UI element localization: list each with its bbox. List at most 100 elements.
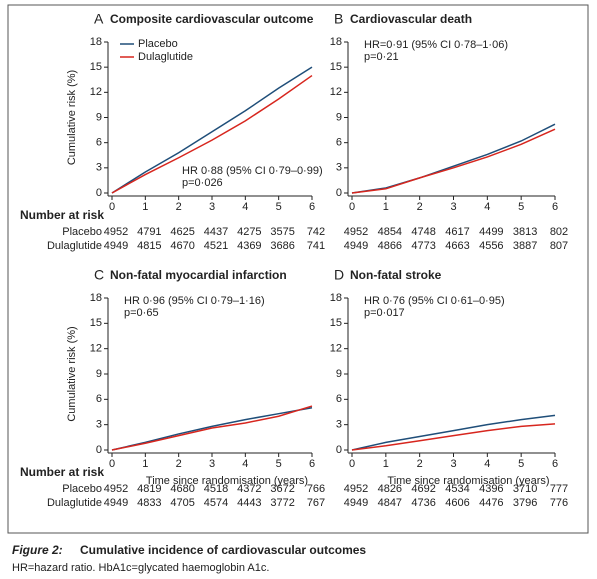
annotation: p=0·017 xyxy=(364,307,405,319)
panel-title: Non-fatal stroke xyxy=(350,268,442,282)
panel-title: Non-fatal myocardial infarction xyxy=(110,268,287,282)
at-risk-value: 3813 xyxy=(513,226,537,238)
at-risk-value: 4949 xyxy=(104,497,128,509)
at-risk-value: 4952 xyxy=(344,226,368,238)
at-risk-value: 776 xyxy=(550,497,568,509)
x-tick-label: 0 xyxy=(109,201,115,213)
at-risk-value: 3710 xyxy=(513,483,537,495)
at-risk-value: 4499 xyxy=(479,226,503,238)
x-tick-label: 6 xyxy=(309,201,315,213)
at-risk-value: 4275 xyxy=(237,226,261,238)
figure-frame xyxy=(7,4,589,534)
at-risk-value: 4952 xyxy=(104,483,128,495)
x-tick-label: 3 xyxy=(450,458,456,470)
annotation: HR 0·88 (95% CI 0·79–0·99) xyxy=(182,165,323,177)
x-tick-label: 4 xyxy=(242,201,248,213)
at-risk-value: 3887 xyxy=(513,240,537,252)
x-tick-label: 5 xyxy=(276,201,282,213)
at-risk-value: 4437 xyxy=(204,226,228,238)
at-risk-row-name: Dulaglutide xyxy=(47,497,102,509)
risk-curve xyxy=(351,123,556,194)
at-risk-value: 4606 xyxy=(445,497,469,509)
x-axis-label: Time since randomisation (years) xyxy=(146,475,308,487)
caption-note: HR=hazard ratio. HbA1c=glycated haemoglo… xyxy=(12,562,269,574)
y-tick-label: 0 xyxy=(336,187,342,199)
y-tick-label: 12 xyxy=(330,343,342,355)
x-tick-label: 3 xyxy=(450,201,456,213)
x-tick-label: 1 xyxy=(383,201,389,213)
annotation: p=0·21 xyxy=(364,51,399,63)
at-risk-value: 4791 xyxy=(137,226,161,238)
y-tick-label: 18 xyxy=(90,292,102,304)
x-tick-label: 6 xyxy=(552,201,558,213)
y-axis-label: Cumulative risk (%) xyxy=(66,70,78,165)
at-risk-value: 4949 xyxy=(344,497,368,509)
y-tick-label: 9 xyxy=(336,368,342,380)
at-risk-value: 4952 xyxy=(104,226,128,238)
at-risk-value: 4518 xyxy=(204,483,228,495)
at-risk-value: 3796 xyxy=(513,497,537,509)
at-risk-value: 767 xyxy=(307,497,325,509)
y-tick-label: 12 xyxy=(90,86,102,98)
at-risk-value: 3686 xyxy=(270,240,294,252)
at-risk-value: 4949 xyxy=(344,240,368,252)
at-risk-value: 4574 xyxy=(204,497,228,509)
x-tick-label: 6 xyxy=(552,458,558,470)
at-risk-value: 4949 xyxy=(104,240,128,252)
at-risk-value: 4692 xyxy=(411,483,435,495)
y-tick-label: 9 xyxy=(336,111,342,123)
at-risk-value: 4866 xyxy=(378,240,402,252)
y-tick-label: 6 xyxy=(96,137,102,149)
at-risk-value: 4556 xyxy=(479,240,503,252)
at-risk-value: 802 xyxy=(550,226,568,238)
annotation: HR=0·91 (95% CI 0·78–1·06) xyxy=(364,39,508,51)
at-risk-value: 4773 xyxy=(411,240,435,252)
y-tick-label: 6 xyxy=(336,393,342,405)
y-tick-label: 15 xyxy=(330,61,342,73)
x-tick-label: 6 xyxy=(309,458,315,470)
y-tick-label: 0 xyxy=(336,444,342,456)
risk-curve xyxy=(351,414,556,451)
at-risk-value: 4748 xyxy=(411,226,435,238)
x-tick-label: 2 xyxy=(417,201,423,213)
at-risk-value: 3672 xyxy=(270,483,294,495)
y-tick-label: 15 xyxy=(330,317,342,329)
at-risk-value: 3575 xyxy=(270,226,294,238)
y-tick-label: 15 xyxy=(90,61,102,73)
at-risk-value: 777 xyxy=(550,483,568,495)
at-risk-value: 4372 xyxy=(237,483,261,495)
panel-label: A xyxy=(94,11,104,27)
x-tick-label: 2 xyxy=(176,201,182,213)
risk-curve xyxy=(351,128,556,194)
legend-label: Placebo xyxy=(138,38,178,50)
annotation: p=0·65 xyxy=(124,307,159,319)
at-risk-value: 4369 xyxy=(237,240,261,252)
y-tick-label: 12 xyxy=(330,86,342,98)
x-tick-label: 1 xyxy=(383,458,389,470)
panel-label: C xyxy=(94,267,104,283)
at-risk-value: 4521 xyxy=(204,240,228,252)
y-tick-label: 6 xyxy=(96,393,102,405)
at-risk-value: 4826 xyxy=(378,483,402,495)
x-tick-label: 0 xyxy=(349,201,355,213)
at-risk-value: 4625 xyxy=(170,226,194,238)
panel-label: B xyxy=(334,11,343,27)
at-risk-value: 3772 xyxy=(270,497,294,509)
at-risk-value: 4952 xyxy=(344,483,368,495)
x-tick-label: 4 xyxy=(484,201,490,213)
at-risk-value: 4396 xyxy=(479,483,503,495)
at-risk-value: 4670 xyxy=(170,240,194,252)
at-risk-value: 4847 xyxy=(378,497,402,509)
at-risk-value: 4819 xyxy=(137,483,161,495)
at-risk-row-name: Placebo xyxy=(62,226,102,238)
at-risk-value: 807 xyxy=(550,240,568,252)
x-tick-label: 4 xyxy=(242,458,248,470)
at-risk-row-name: Dulaglutide xyxy=(47,240,102,252)
x-tick-label: 1 xyxy=(142,201,148,213)
at-risk-value: 4476 xyxy=(479,497,503,509)
risk-curve xyxy=(111,405,313,451)
x-tick-label: 1 xyxy=(142,458,148,470)
y-tick-label: 12 xyxy=(90,343,102,355)
y-axis-label: Cumulative risk (%) xyxy=(66,326,78,421)
